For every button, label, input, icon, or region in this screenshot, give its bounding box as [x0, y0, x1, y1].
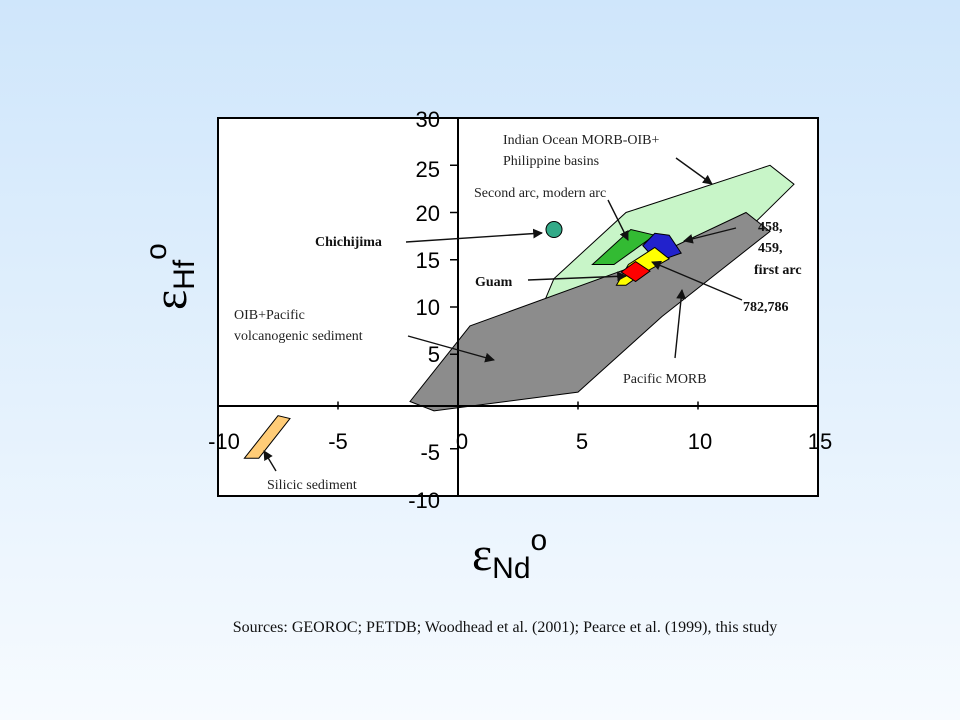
arrow-pacific-morb: [674, 289, 686, 359]
label-first-arc-line3: first arc: [754, 263, 802, 278]
label-second-arc: Second arc, modern arc: [474, 186, 606, 201]
label-782-786: 782,786: [743, 300, 789, 315]
x-tick-label: 10: [688, 429, 712, 454]
y-title-sup: o: [140, 243, 173, 260]
y-tick-label: 20: [416, 201, 440, 226]
annotation-arrows: [263, 157, 743, 472]
arrow-782: [651, 260, 743, 301]
arrow-guam: [527, 271, 627, 282]
y-tick-label: 10: [416, 295, 440, 320]
y-tick-label: 15: [416, 248, 440, 273]
label-silicic: Silicic sediment: [267, 478, 357, 493]
y-tick-label: -10: [408, 488, 440, 513]
x-tick-label: 15: [808, 429, 832, 454]
x-title-symbol: ε: [472, 528, 492, 581]
arrow-silicic: [263, 450, 277, 472]
x-tick-labels: -10 -5 0 5 10 15: [208, 429, 832, 454]
x-tick-label: -5: [328, 429, 348, 454]
label-oib-line1: OIB+Pacific: [234, 308, 305, 323]
sources-text: Sources: GEOROC; PETDB; Woodhead et al. …: [233, 619, 778, 636]
x-title-sub: Nd: [492, 552, 530, 585]
y-tick-label: 25: [416, 157, 440, 182]
y-tick-labels: 30 25 20 15 10 5 -5 -10: [408, 107, 440, 513]
arrow-indian: [675, 157, 713, 185]
y-tick-label: 5: [428, 342, 440, 367]
y-tick-label: -5: [420, 440, 440, 465]
arrow-oib: [407, 335, 495, 363]
plot-area: [217, 117, 819, 497]
field-chichijima: [545, 221, 563, 239]
y-axis-title: εHfo: [140, 243, 201, 310]
label-chichijima: Chichijima: [315, 235, 382, 250]
svg-text:εHfo: εHfo: [140, 243, 201, 310]
x-title-sup: o: [531, 524, 548, 557]
y-title-symbol: ε: [144, 290, 197, 310]
x-axis-title: εNdo: [472, 524, 547, 585]
x-tick-label: 0: [456, 429, 468, 454]
x-tick-label: -10: [208, 429, 240, 454]
y-tick-label: 30: [416, 107, 440, 132]
fields-layer: [243, 164, 795, 459]
label-oib-line2: volcanogenic sediment: [234, 329, 363, 344]
label-guam: Guam: [475, 275, 513, 290]
arrow-first-arc: [683, 227, 737, 244]
arrow-second-arc: [607, 199, 629, 241]
tick-marks: [217, 117, 819, 497]
arrow-chichijima: [405, 228, 543, 243]
label-first-arc-line1: 458,: [758, 220, 783, 235]
label-pacific-morb: Pacific MORB: [623, 372, 707, 387]
label-indian-line2: Philippine basins: [503, 154, 599, 169]
label-indian-line1: Indian Ocean MORB-OIB+: [503, 133, 660, 148]
field-silicic-sediment: [243, 415, 291, 459]
y-title-sub: Hf: [168, 259, 201, 290]
x-tick-label: 5: [576, 429, 588, 454]
label-first-arc-line2: 459,: [758, 241, 783, 256]
field-guam: [620, 260, 651, 283]
